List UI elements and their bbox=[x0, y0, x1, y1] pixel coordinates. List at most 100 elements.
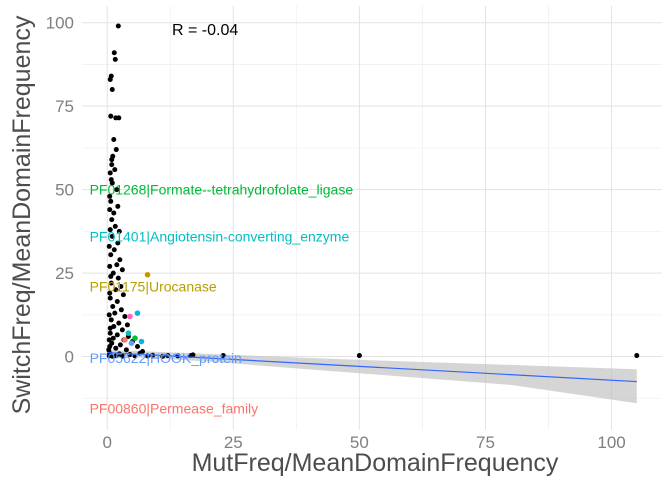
data-point bbox=[110, 303, 116, 309]
highlighted-point bbox=[138, 338, 145, 345]
data-point bbox=[117, 257, 123, 263]
highlighted-point bbox=[134, 310, 141, 316]
x-axis-title: MutFreq/MeanDomainFrequency bbox=[192, 449, 559, 477]
data-point bbox=[116, 115, 122, 121]
data-point bbox=[114, 262, 120, 268]
highlighted-point bbox=[132, 335, 138, 341]
confidence-band-area bbox=[107, 349, 637, 404]
data-point bbox=[111, 210, 117, 216]
x-tick-label: 100 bbox=[597, 433, 625, 452]
regression-line-path bbox=[107, 351, 637, 383]
data-point bbox=[108, 280, 114, 286]
data-point bbox=[109, 217, 115, 223]
data-point bbox=[120, 292, 126, 298]
y-tick-label: 75 bbox=[55, 97, 74, 116]
data-point bbox=[122, 313, 128, 319]
data-point bbox=[106, 337, 112, 343]
correlation-label: R = -0.04 bbox=[172, 22, 238, 39]
data-point bbox=[114, 332, 120, 338]
annotation-label: PF01268|Formate--tetrahydrofolate_ligase bbox=[90, 182, 354, 198]
data-point bbox=[107, 193, 113, 199]
y-tick-label: 50 bbox=[55, 181, 74, 200]
data-point bbox=[134, 344, 140, 350]
data-point bbox=[109, 180, 115, 186]
data-point bbox=[119, 267, 125, 273]
data-point bbox=[108, 113, 114, 119]
data-point bbox=[111, 247, 117, 253]
x-tick-label: 25 bbox=[224, 433, 243, 452]
data-point bbox=[114, 298, 120, 304]
data-point bbox=[109, 162, 115, 168]
data-point bbox=[106, 243, 112, 249]
data-point bbox=[112, 56, 118, 62]
data-point bbox=[108, 252, 114, 258]
data-point bbox=[118, 283, 124, 289]
data-point bbox=[115, 23, 121, 29]
regression-line bbox=[107, 351, 637, 383]
data-point bbox=[118, 307, 124, 313]
data-point bbox=[111, 50, 117, 56]
highlighted-point bbox=[122, 337, 128, 343]
data-point bbox=[119, 353, 125, 359]
x-tick-label: 75 bbox=[476, 433, 495, 452]
data-point bbox=[190, 352, 196, 358]
data-point bbox=[114, 187, 120, 193]
tick-labels: 0 25 50 75 100 0 25 50 75 100 bbox=[46, 14, 626, 452]
data-point bbox=[107, 227, 113, 233]
data-point bbox=[107, 76, 113, 82]
data-point bbox=[109, 353, 115, 359]
annotation-label: PF01175|Urocanase bbox=[90, 278, 217, 294]
data-point bbox=[220, 353, 226, 359]
annotation-label: PF00860|Permease_family bbox=[90, 400, 259, 416]
confidence-band bbox=[107, 349, 637, 404]
data-point bbox=[107, 207, 113, 213]
grid bbox=[82, 6, 662, 430]
data-point bbox=[109, 157, 115, 163]
data-point bbox=[111, 137, 117, 143]
x-tick-label: 50 bbox=[350, 433, 369, 452]
data-point bbox=[356, 353, 362, 359]
data-point bbox=[116, 320, 122, 326]
data-point bbox=[107, 344, 113, 350]
annotations: PF01268|Formate--tetrahydrofolate_ligase… bbox=[90, 182, 354, 417]
data-point bbox=[115, 240, 121, 246]
data-point bbox=[634, 353, 640, 359]
y-tick-label: 25 bbox=[55, 264, 74, 283]
data-point bbox=[107, 295, 113, 301]
data-point bbox=[112, 310, 118, 316]
x-tick-label: 0 bbox=[102, 433, 111, 452]
highlighted-point bbox=[144, 271, 151, 278]
data-point bbox=[107, 170, 113, 176]
data-point bbox=[108, 317, 114, 323]
data-point bbox=[108, 273, 114, 279]
annotation-label: PF05622|HOOK_protein bbox=[90, 350, 242, 366]
data-point bbox=[107, 263, 113, 269]
data-point bbox=[113, 353, 119, 359]
data-point bbox=[113, 345, 119, 351]
annotation-label: PF01401|Angiotensin-converting_enzyme bbox=[90, 228, 350, 244]
data-point bbox=[106, 312, 112, 318]
data-point bbox=[116, 228, 122, 234]
y-axis-title: SwitchFreq/MeanDomainFrequency bbox=[8, 15, 36, 414]
data-point bbox=[112, 223, 118, 229]
y-tick-label: 100 bbox=[46, 14, 74, 33]
data-point bbox=[115, 275, 121, 281]
data-point bbox=[117, 342, 123, 348]
highlighted-point bbox=[125, 330, 132, 336]
data-point bbox=[113, 147, 119, 153]
y-tick-label: 0 bbox=[65, 348, 74, 367]
data-point bbox=[112, 167, 118, 173]
data-point bbox=[119, 327, 125, 333]
data-point bbox=[109, 86, 115, 92]
highlighted-point bbox=[128, 340, 135, 346]
data-point bbox=[110, 335, 116, 341]
data-point bbox=[108, 198, 114, 204]
data-point bbox=[113, 287, 119, 293]
highlighted-point bbox=[127, 313, 133, 320]
data-point bbox=[107, 325, 113, 331]
data-point bbox=[115, 203, 121, 209]
data-point bbox=[123, 347, 129, 353]
data-point bbox=[107, 290, 113, 296]
data-point bbox=[124, 322, 130, 328]
